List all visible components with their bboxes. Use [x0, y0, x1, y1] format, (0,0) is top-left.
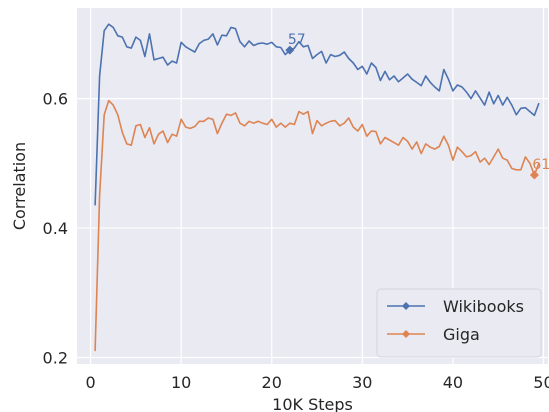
legend-marker-wikibooks: [402, 302, 410, 310]
series-layer: [94, 23, 540, 352]
annotations: 57 61: [285, 32, 549, 180]
best-point-marker-giga: [529, 170, 539, 180]
y-tick-label: 0.6: [43, 90, 68, 109]
x-tick-label: 40: [443, 373, 463, 392]
x-tick-label: 10: [171, 373, 191, 392]
y-tick-label: 0.2: [43, 349, 68, 368]
legend-label-giga: Giga: [443, 325, 480, 344]
best-point-label-giga: 61: [532, 157, 549, 173]
series-line-wikibooks: [94, 23, 540, 206]
legend: Wikibooks Giga: [376, 288, 542, 358]
series-line-giga: [94, 99, 540, 352]
tick-labels: 0 10 20 30 40 50 0.2 0.4 0.6: [43, 90, 549, 392]
y-axis-label: Correlation: [10, 142, 29, 230]
x-tick-label: 20: [262, 373, 282, 392]
x-tick-label: 0: [85, 373, 95, 392]
legend-label-wikibooks: Wikibooks: [443, 297, 524, 316]
legend-marker-giga: [402, 330, 410, 338]
best-point-label-wikibooks: 57: [288, 32, 306, 48]
x-tick-label: 30: [352, 373, 372, 392]
x-tick-label: 50: [533, 373, 549, 392]
best-point-marker-wikibooks: [285, 45, 295, 55]
y-tick-label: 0.4: [43, 219, 68, 238]
x-axis-label: 10K Steps: [272, 395, 353, 412]
